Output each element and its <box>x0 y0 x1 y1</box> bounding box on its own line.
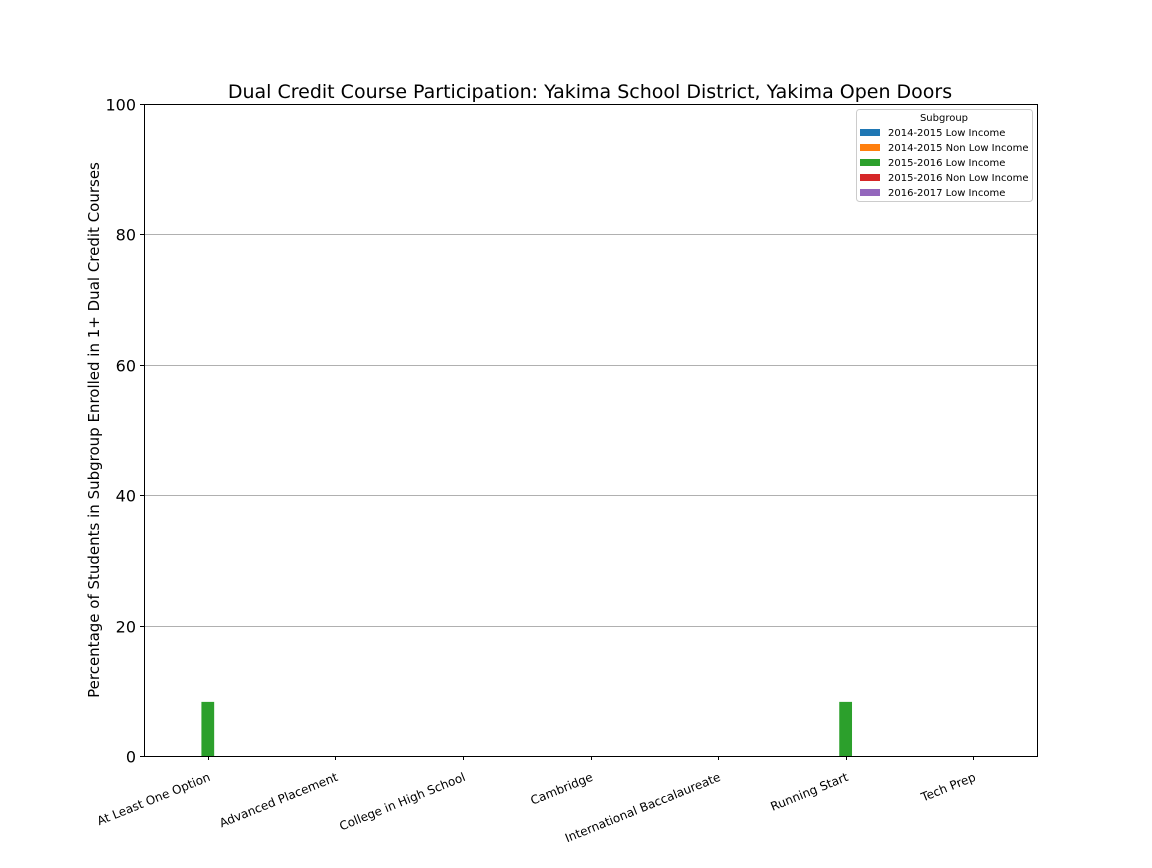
legend-label: 2015-2016 Non Low Income <box>888 173 1028 184</box>
bar <box>201 701 215 756</box>
x-tick-label: Cambridge <box>529 770 595 808</box>
plot-area-frame <box>144 104 1038 757</box>
y-axis-label: Percentage of Students in Subgroup Enrol… <box>85 162 103 698</box>
legend-title: Subgroup <box>920 113 968 124</box>
gridlines <box>144 234 1037 627</box>
legend-entries: 2014-2015 Low Income 2014-2015 Non Low In… <box>860 128 1028 199</box>
y-tick-label: 40 <box>116 487 136 506</box>
y-axis-ticks: 0 20 40 60 80 100 <box>105 96 144 767</box>
y-tick-label: 80 <box>116 226 136 245</box>
x-tick-label: Tech Prep <box>918 770 977 805</box>
y-tick-label: 20 <box>116 618 136 637</box>
legend-swatch <box>860 129 880 136</box>
legend-frame <box>856 109 1033 202</box>
chart-title: Dual Credit Course Participation: Yakima… <box>228 81 952 103</box>
legend-swatch <box>860 144 880 151</box>
y-tick-label: 0 <box>126 748 136 767</box>
legend-label: 2015-2016 Low Income <box>888 158 1005 169</box>
legend-label: 2014-2015 Non Low Income <box>888 143 1028 154</box>
y-tick-label: 100 <box>105 96 136 115</box>
y-tick-label: 60 <box>116 357 136 376</box>
legend-label: 2016-2017 Low Income <box>888 188 1005 199</box>
x-tick-label: College in High School <box>337 770 467 833</box>
x-axis-ticks: At Least One Option Advanced PlacementCol… <box>95 756 978 845</box>
legend-swatch <box>860 174 880 181</box>
x-tick-label: At Least One Option <box>95 770 212 828</box>
legend-swatch <box>860 159 880 166</box>
bar <box>839 701 853 756</box>
legend-label: 2014-2015 Low Income <box>888 128 1005 139</box>
legend: Subgroup 2014-2015 Low Income 2014-2015 N… <box>856 109 1033 202</box>
bars <box>201 701 853 756</box>
x-tick-label: Running Start <box>768 770 850 814</box>
legend-swatch <box>860 189 880 196</box>
x-tick-label: Advanced Placement <box>217 770 340 830</box>
